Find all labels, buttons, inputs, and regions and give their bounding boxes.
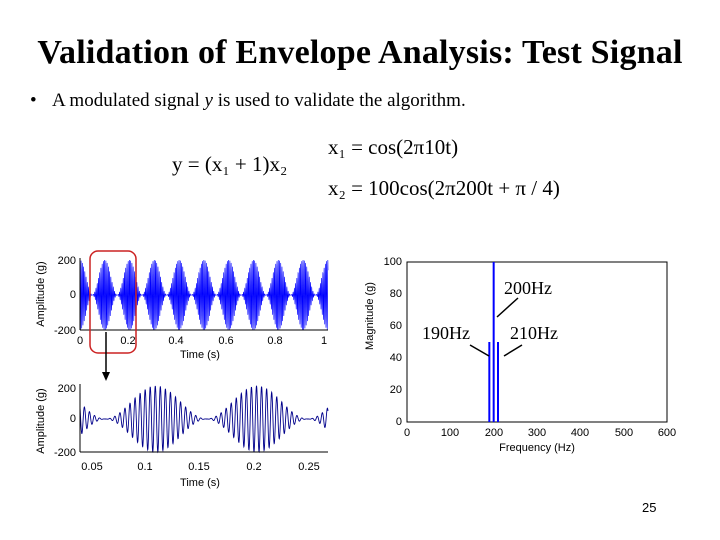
equation-x1: x₁ = cos(2π10t) [328,135,459,159]
equation-x2: x₂ = 100cos(2π200t + π / 4) [328,176,560,200]
spec-ytick-20: 20 [390,384,402,396]
spec-xtick-100: 100 [441,427,459,439]
bullet-variable: y [204,90,213,111]
top-xtick-1: 1 [321,335,327,347]
top-xlabel: Time (s) [180,349,220,361]
annot-210hz-arrow [503,344,523,357]
bottom-xlabel: Time (s) [180,477,220,489]
spec-ytick-60: 60 [390,320,402,332]
top-time-plot: 200 0 -200 0 0.2 0.4 0.6 0.8 1 Time (s) … [35,255,329,361]
bottom-ytick-neg200: -200 [54,447,76,459]
spec-xtick-500: 500 [615,427,633,439]
bottom-xtick-0.1: 0.1 [137,461,152,473]
annot-200hz: 200Hz [504,278,552,298]
highlight-box [89,250,137,354]
top-ytick-0: 0 [70,289,76,301]
bullet-dot: • [30,90,37,111]
spec-xtick-400: 400 [571,427,589,439]
bullet-prefix: A modulated signal [52,90,205,111]
annot-210hz: 210Hz [510,323,558,343]
top-xtick-0.4: 0.4 [168,335,183,347]
bullet-suffix: is used to validate the algorithm. [212,90,466,111]
spectrum-bars [488,262,499,422]
spec-xlabel: Frequency (Hz) [499,442,575,454]
spectrum-frame [406,261,668,423]
top-xtick-0.8: 0.8 [267,335,282,347]
bottom-xtick-0.15: 0.15 [188,461,209,473]
bottom-zoom-plot: 200 0 -200 0.05 0.1 0.15 0.2 0.25 Time (… [35,383,329,489]
spec-xtick-300: 300 [528,427,546,439]
annot-190hz-arrow [469,344,490,357]
bottom-signal-line [79,385,329,454]
spec-xtick-600: 600 [658,427,676,439]
bottom-ytick-200: 200 [58,383,76,395]
spec-ytick-80: 80 [390,288,402,300]
bottom-ytick-0: 0 [70,413,76,425]
top-ytick-neg200: -200 [54,325,76,337]
annot-200hz-arrow [496,297,519,318]
annot-190hz: 190Hz [422,323,470,343]
spec-ytick-40: 40 [390,352,402,364]
top-signal-line [79,260,329,330]
top-xtick-0.2: 0.2 [120,335,135,347]
bottom-xtick-0.2: 0.2 [246,461,261,473]
bottom-xtick-0.25: 0.25 [298,461,319,473]
top-ytick-200: 200 [58,255,76,267]
bottom-xtick-0.05: 0.05 [81,461,102,473]
top-ylabel: Amplitude (g) [35,261,47,326]
zoom-arrow-head [102,372,110,381]
spec-ytick-0: 0 [396,416,402,428]
top-xtick-0.6: 0.6 [218,335,233,347]
equation-y: y = (x₁ + 1)x₂ [172,152,288,176]
top-xtick-0: 0 [77,335,83,347]
spec-ytick-100: 100 [384,256,402,268]
slide-title: Validation of Envelope Analysis: Test Si… [37,34,683,71]
bottom-ylabel: Amplitude (g) [35,388,47,453]
spectrum-plot: 100 80 60 40 20 0 0 100 200 300 400 500 … [364,256,676,454]
spec-ylabel: Magnitude (g) [364,282,376,350]
page-number: 25 [642,500,657,515]
spec-xtick-0: 0 [404,427,410,439]
bullet-text: • A modulated signal y is used to validat… [30,90,466,112]
spec-xtick-200: 200 [485,427,503,439]
